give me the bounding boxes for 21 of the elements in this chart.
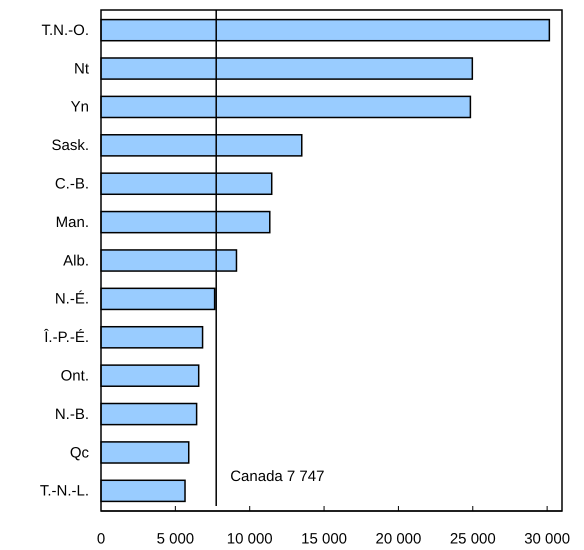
ref-line-label: Canada 7 747 [230,468,324,485]
y-tick-label: N.-B. [54,406,89,423]
y-tick-label: Yn [70,98,89,116]
y-tick-label: Alb. [63,252,89,270]
x-tick-label: 25 000 [450,530,496,548]
y-tick-label: N.-É. [54,290,89,308]
x-tick-label: 5 000 [156,530,194,548]
y-tick-label: T.-N.-L. [40,482,89,500]
x-tick-label: 15 000 [301,530,348,548]
y-tick-label: Î.-P.-É. [43,328,89,346]
y-tick-label: Nt [74,60,90,78]
x-tick-label: 20 000 [375,530,422,548]
y-tick-label: Man. [56,214,89,231]
y-tick-label: T.N.-O. [42,22,89,39]
x-tick-label: 10 000 [226,530,273,548]
y-tick-label: Qc [70,444,90,462]
x-tick-label: 0 [96,530,106,548]
y-tick-label: Sask. [51,137,89,154]
y-tick-label: C.-B. [54,176,89,193]
x-tick-label: 30 000 [524,530,570,548]
y-tick-label: Ont. [60,367,89,384]
